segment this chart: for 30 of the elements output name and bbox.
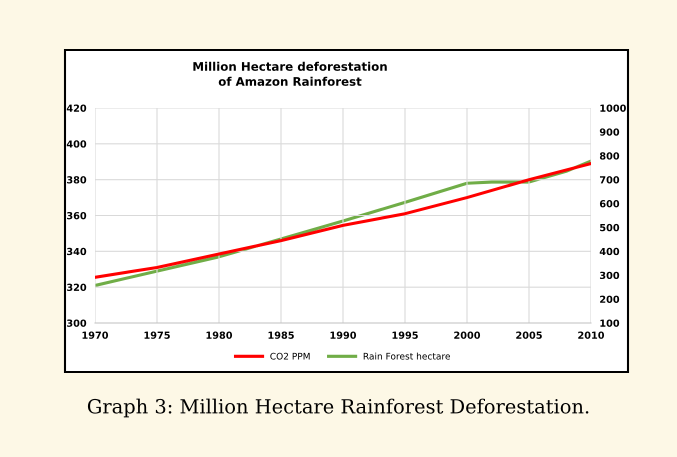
x-tick-label: 2010 <box>578 332 604 339</box>
y2-tick-label: 100 <box>600 319 620 327</box>
y2-tick-label: 600 <box>600 200 620 208</box>
y2-tick-label: 700 <box>600 176 620 184</box>
y-tick-label: 340 <box>67 248 86 256</box>
x-tick-label: 1990 <box>330 332 356 339</box>
y2-tick-label: 200 <box>600 296 620 303</box>
y2-tick-label: 900 <box>600 128 620 136</box>
y-tick-label: 400 <box>66 140 86 148</box>
y-tick-label: 420 <box>66 104 86 112</box>
y2-tick-label: 1000 <box>600 104 626 112</box>
x-tick-label: 2005 <box>516 332 542 339</box>
x-tick-label: 2000 <box>454 332 480 339</box>
legend-label: CO2 PPM <box>270 352 310 360</box>
y-tick-label: 360 <box>67 212 86 220</box>
chart-title: Million Hectare deforestation of Amazon Rainforest <box>193 62 387 86</box>
x-tick-label: 1995 <box>392 332 418 339</box>
y2-tick-label: 300 <box>600 272 620 280</box>
y2-tick-label: 400 <box>600 248 620 256</box>
legend-label: Rain Forest hectare <box>364 352 450 360</box>
y-tick-label: 380 <box>67 176 86 184</box>
x-tick-label: 1975 <box>144 332 170 339</box>
x-tick-label: 1980 <box>206 332 232 339</box>
y2-tick-label: 800 <box>600 152 620 160</box>
y2-tick-label: 500 <box>600 224 620 232</box>
y-tick-label: 320 <box>67 284 86 291</box>
caption: Graph 3: Million Hectare Rainforest Deforestation. <box>88 398 588 418</box>
x-tick-label: 1970 <box>82 332 108 339</box>
y-tick-label: 300 <box>67 319 86 327</box>
x-tick-label: 1985 <box>268 332 294 339</box>
